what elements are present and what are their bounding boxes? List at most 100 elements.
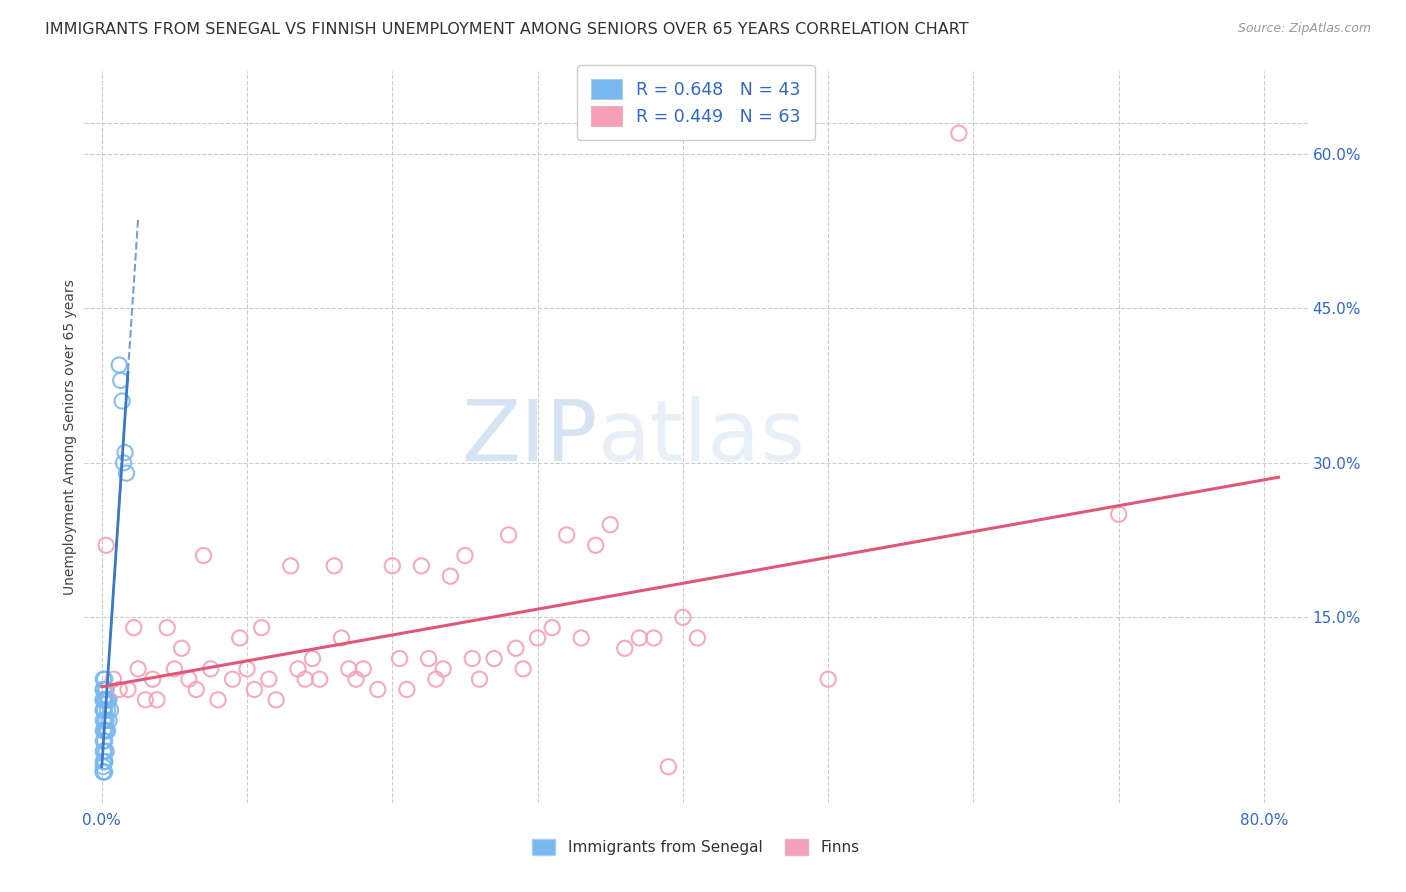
Point	[170, 641, 193, 656]
Point	[555, 528, 578, 542]
Point	[91, 734, 114, 748]
Point	[454, 549, 477, 563]
Point	[98, 714, 121, 728]
Point	[91, 755, 114, 769]
Point	[287, 662, 309, 676]
Point	[482, 651, 505, 665]
Point	[108, 682, 131, 697]
Point	[337, 662, 360, 676]
Point	[98, 693, 121, 707]
Point	[330, 631, 353, 645]
Text: atlas: atlas	[598, 395, 806, 479]
Point	[541, 621, 564, 635]
Point	[134, 693, 156, 707]
Point	[93, 672, 115, 686]
Point	[94, 693, 117, 707]
Point	[257, 672, 280, 686]
Point	[613, 641, 636, 656]
Point	[388, 651, 411, 665]
Point	[91, 703, 114, 717]
Point	[628, 631, 651, 645]
Point	[94, 682, 117, 697]
Point	[93, 755, 115, 769]
Point	[93, 714, 115, 728]
Point	[111, 394, 134, 409]
Point	[115, 466, 138, 480]
Point	[243, 682, 266, 697]
Point	[93, 755, 115, 769]
Point	[93, 734, 115, 748]
Point	[108, 358, 131, 372]
Legend: Immigrants from Senegal, Finns: Immigrants from Senegal, Finns	[526, 833, 866, 861]
Point	[643, 631, 665, 645]
Point	[569, 631, 592, 645]
Point	[163, 662, 186, 676]
Point	[93, 682, 115, 697]
Point	[411, 558, 433, 573]
Point	[177, 672, 200, 686]
Point	[93, 764, 115, 779]
Point	[91, 682, 114, 697]
Point	[381, 558, 404, 573]
Point	[91, 744, 114, 758]
Point	[91, 703, 114, 717]
Point	[117, 682, 139, 697]
Point	[94, 723, 117, 738]
Point	[301, 651, 323, 665]
Point	[686, 631, 709, 645]
Point	[585, 538, 607, 552]
Point	[432, 662, 454, 676]
Point	[948, 126, 970, 140]
Point	[229, 631, 252, 645]
Point	[193, 549, 215, 563]
Point	[127, 662, 149, 676]
Point	[142, 672, 165, 686]
Point	[439, 569, 461, 583]
Point	[91, 764, 114, 779]
Point	[526, 631, 548, 645]
Point	[93, 744, 115, 758]
Point	[264, 693, 287, 707]
Point	[468, 672, 491, 686]
Point	[186, 682, 208, 697]
Point	[367, 682, 389, 697]
Point	[461, 651, 484, 665]
Point	[207, 693, 229, 707]
Point	[91, 693, 114, 707]
Point	[599, 517, 621, 532]
Point	[91, 764, 114, 779]
Point	[97, 723, 120, 738]
Text: ZIP: ZIP	[461, 395, 598, 479]
Point	[395, 682, 418, 697]
Point	[100, 703, 122, 717]
Point	[122, 621, 145, 635]
Point	[91, 672, 114, 686]
Point	[512, 662, 534, 676]
Point	[91, 714, 114, 728]
Point	[280, 558, 302, 573]
Point	[156, 621, 179, 635]
Point	[97, 693, 120, 707]
Point	[91, 693, 114, 707]
Point	[91, 723, 114, 738]
Point	[91, 760, 114, 774]
Point	[94, 538, 117, 552]
Point	[418, 651, 440, 665]
Text: IMMIGRANTS FROM SENEGAL VS FINNISH UNEMPLOYMENT AMONG SENIORS OVER 65 YEARS CORR: IMMIGRANTS FROM SENEGAL VS FINNISH UNEMP…	[45, 22, 969, 37]
Point	[323, 558, 346, 573]
Point	[236, 662, 259, 676]
Point	[93, 693, 115, 707]
Point	[93, 723, 115, 738]
Point	[352, 662, 374, 676]
Point	[672, 610, 695, 624]
Point	[657, 760, 679, 774]
Text: Source: ZipAtlas.com: Source: ZipAtlas.com	[1237, 22, 1371, 36]
Point	[250, 621, 273, 635]
Point	[425, 672, 447, 686]
Y-axis label: Unemployment Among Seniors over 65 years: Unemployment Among Seniors over 65 years	[63, 279, 77, 595]
Point	[97, 703, 120, 717]
Point	[344, 672, 367, 686]
Point	[91, 682, 114, 697]
Point	[200, 662, 222, 676]
Point	[146, 693, 169, 707]
